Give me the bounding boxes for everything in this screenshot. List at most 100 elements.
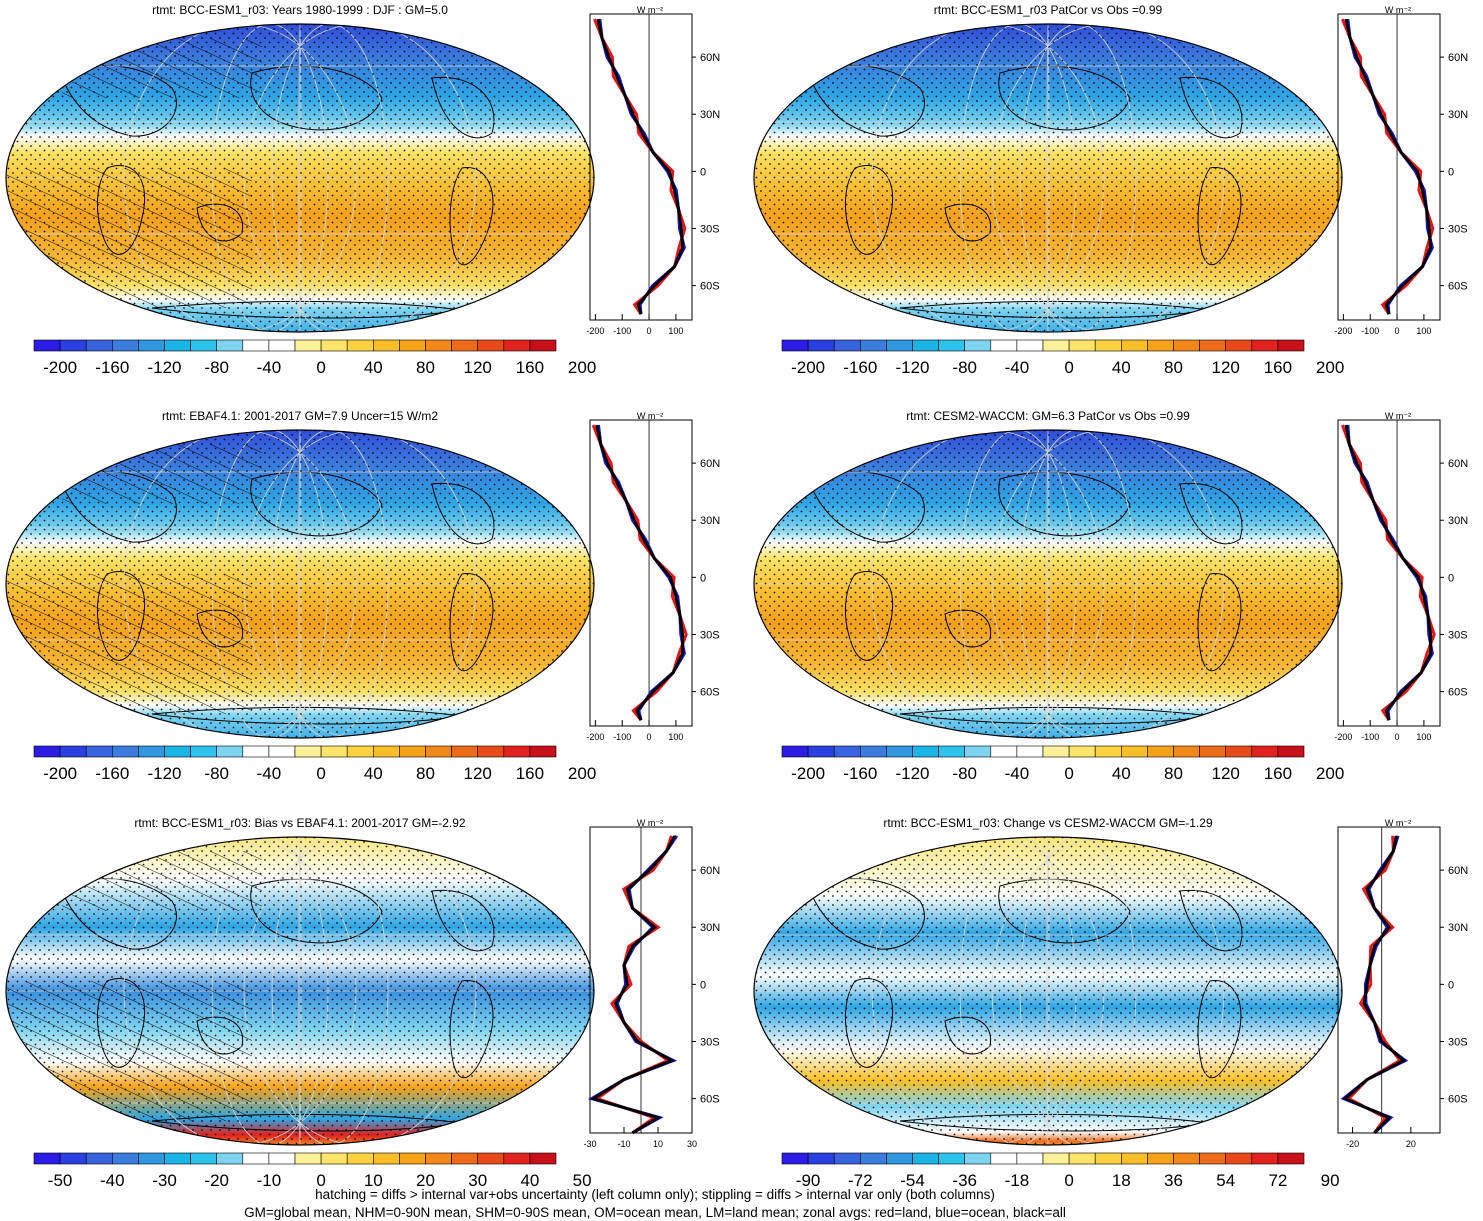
colorbar-tick-label: 72 bbox=[1268, 1171, 1287, 1190]
colorbar-tick-label: 80 bbox=[1164, 358, 1183, 377]
lat-tick-label: 60N bbox=[1448, 52, 1468, 64]
colorbar-swatch bbox=[138, 1152, 165, 1165]
unit-label: W m⁻² bbox=[1385, 5, 1411, 15]
colorbar-swatch bbox=[781, 1152, 809, 1165]
zonal-mean-profile: W m⁻² 60N 30N 0 30S 60S -200 -100 0 100 bbox=[586, 5, 720, 336]
colorbar-swatch bbox=[964, 339, 992, 352]
colorbar-tick-label: -80 bbox=[204, 764, 229, 783]
colorbar-swatch bbox=[372, 339, 400, 352]
lat-tick-label: 0 bbox=[700, 166, 706, 178]
colorbar-tick-label: 200 bbox=[568, 358, 596, 377]
colorbar-swatch bbox=[59, 1152, 87, 1165]
colorbar-swatch bbox=[807, 745, 835, 758]
zonal-mean-line bbox=[591, 424, 688, 722]
colorbar-swatch bbox=[320, 1152, 348, 1165]
colorbar-tick-label: 200 bbox=[568, 764, 596, 783]
colorbar-swatch bbox=[451, 1152, 479, 1165]
x-tick-label: -20 bbox=[1346, 1139, 1359, 1149]
colorbar-swatch bbox=[59, 339, 87, 352]
lat-tick-label: 0 bbox=[700, 979, 706, 991]
colorbar-swatch bbox=[1016, 339, 1044, 352]
x-tick-label: 100 bbox=[668, 732, 683, 742]
panel-title: rtmt: BCC-ESM1_r03: Bias vs EBAF4.1: 200… bbox=[134, 816, 466, 830]
lat-tick-label: 30S bbox=[1448, 223, 1468, 235]
x-tick-label: 20 bbox=[1406, 1139, 1416, 1149]
colorbar-swatch bbox=[964, 1152, 992, 1165]
colorbar-tick-label: -18 bbox=[1005, 1171, 1030, 1190]
colorbar-tick-label: 40 bbox=[1112, 358, 1131, 377]
colorbar-tick-label: -72 bbox=[848, 1171, 873, 1190]
colorbar-tick-label: -120 bbox=[895, 358, 929, 377]
colorbar-swatch bbox=[529, 745, 557, 758]
colorbar-swatch bbox=[1120, 339, 1148, 352]
world-map bbox=[753, 23, 1343, 333]
colorbar-swatch bbox=[164, 745, 191, 758]
hatching bbox=[6, 168, 252, 308]
colorbar-tick-label: 18 bbox=[1112, 1171, 1131, 1190]
colorbar-swatch bbox=[1094, 745, 1122, 758]
x-tick-label: 100 bbox=[1416, 732, 1431, 742]
colorbar-swatch bbox=[216, 339, 244, 352]
colorbar-tick-label: -90 bbox=[796, 1171, 821, 1190]
colorbar-swatch bbox=[1042, 745, 1070, 758]
lat-tick-label: 60S bbox=[1448, 281, 1468, 293]
stippling bbox=[754, 837, 1342, 1145]
lat-tick-label: 0 bbox=[1448, 572, 1454, 584]
colorbar-swatch bbox=[886, 339, 913, 352]
world-map bbox=[5, 429, 595, 739]
x-tick-label: -100 bbox=[1361, 732, 1379, 742]
colorbar-tick-label: -40 bbox=[257, 358, 282, 377]
colorbar-swatch bbox=[399, 1152, 426, 1165]
lat-tick-label: 60S bbox=[700, 687, 720, 699]
x-tick-label: -10 bbox=[617, 1139, 630, 1149]
colorbar-swatch bbox=[85, 1152, 113, 1165]
colorbar-swatch bbox=[1094, 339, 1122, 352]
colorbar-swatch bbox=[1173, 1152, 1200, 1165]
colorbar-tick-label: -30 bbox=[152, 1171, 177, 1190]
colorbar-swatch bbox=[529, 1152, 557, 1165]
hatching bbox=[62, 851, 262, 911]
hatching bbox=[62, 38, 262, 98]
colorbar-tick-label: 0 bbox=[1064, 764, 1073, 783]
zonal-mean-line bbox=[589, 835, 677, 1135]
colorbar-swatch bbox=[1042, 1152, 1070, 1165]
colorbar-tick-label: 50 bbox=[573, 1171, 592, 1190]
colorbar-tick-label: -200 bbox=[791, 358, 825, 377]
x-tick-label: 0 bbox=[647, 326, 652, 336]
lat-tick-label: 60N bbox=[700, 458, 720, 470]
colorbar-swatch bbox=[216, 745, 244, 758]
colorbar-swatch bbox=[425, 339, 452, 352]
colorbar-swatch bbox=[1147, 339, 1174, 352]
colorbar-tick-label: 80 bbox=[1164, 764, 1183, 783]
hatching bbox=[62, 444, 262, 504]
map-border bbox=[5, 23, 595, 333]
zonal-mean-line bbox=[596, 18, 685, 315]
footnote-legend: GM=global mean, NHM=0-90N mean, SHM=0-90… bbox=[244, 1205, 1066, 1220]
zonal-mean-profile: W m⁻² 60N 30N 0 30S 60S -20 20 bbox=[1337, 818, 1468, 1149]
colorbar-tick-label: -120 bbox=[147, 764, 181, 783]
colorbar-swatch bbox=[346, 339, 374, 352]
colorbar-swatch bbox=[990, 745, 1018, 758]
colorbar-swatch bbox=[1068, 1152, 1096, 1165]
colorbar-swatch bbox=[242, 1152, 270, 1165]
colorbar-swatch bbox=[529, 339, 557, 352]
colorbar-swatch bbox=[268, 1152, 296, 1165]
lat-tick-label: 60N bbox=[700, 865, 720, 877]
colorbar-swatch bbox=[781, 339, 809, 352]
colorbar-tick-label: 20 bbox=[416, 1171, 435, 1190]
panel-title: rtmt: BCC-ESM1_r03 PatCor vs Obs =0.99 bbox=[933, 3, 1163, 17]
lat-tick-label: 30N bbox=[700, 922, 720, 934]
colorbar-swatch bbox=[346, 1152, 374, 1165]
hatching bbox=[6, 981, 252, 1121]
colorbar-swatch bbox=[1068, 745, 1096, 758]
colorbar-swatch bbox=[1120, 745, 1148, 758]
colorbar-swatch bbox=[372, 745, 400, 758]
x-tick-label: -200 bbox=[1334, 326, 1352, 336]
colorbar-swatch bbox=[886, 745, 913, 758]
colorbar-swatch bbox=[1277, 745, 1305, 758]
colorbar-tick-label: 0 bbox=[1064, 1171, 1073, 1190]
colorbar-swatch bbox=[399, 339, 426, 352]
colorbar-swatch bbox=[85, 745, 113, 758]
colorbar-tick-label: 0 bbox=[316, 1171, 325, 1190]
colorbar-swatch bbox=[1016, 1152, 1044, 1165]
